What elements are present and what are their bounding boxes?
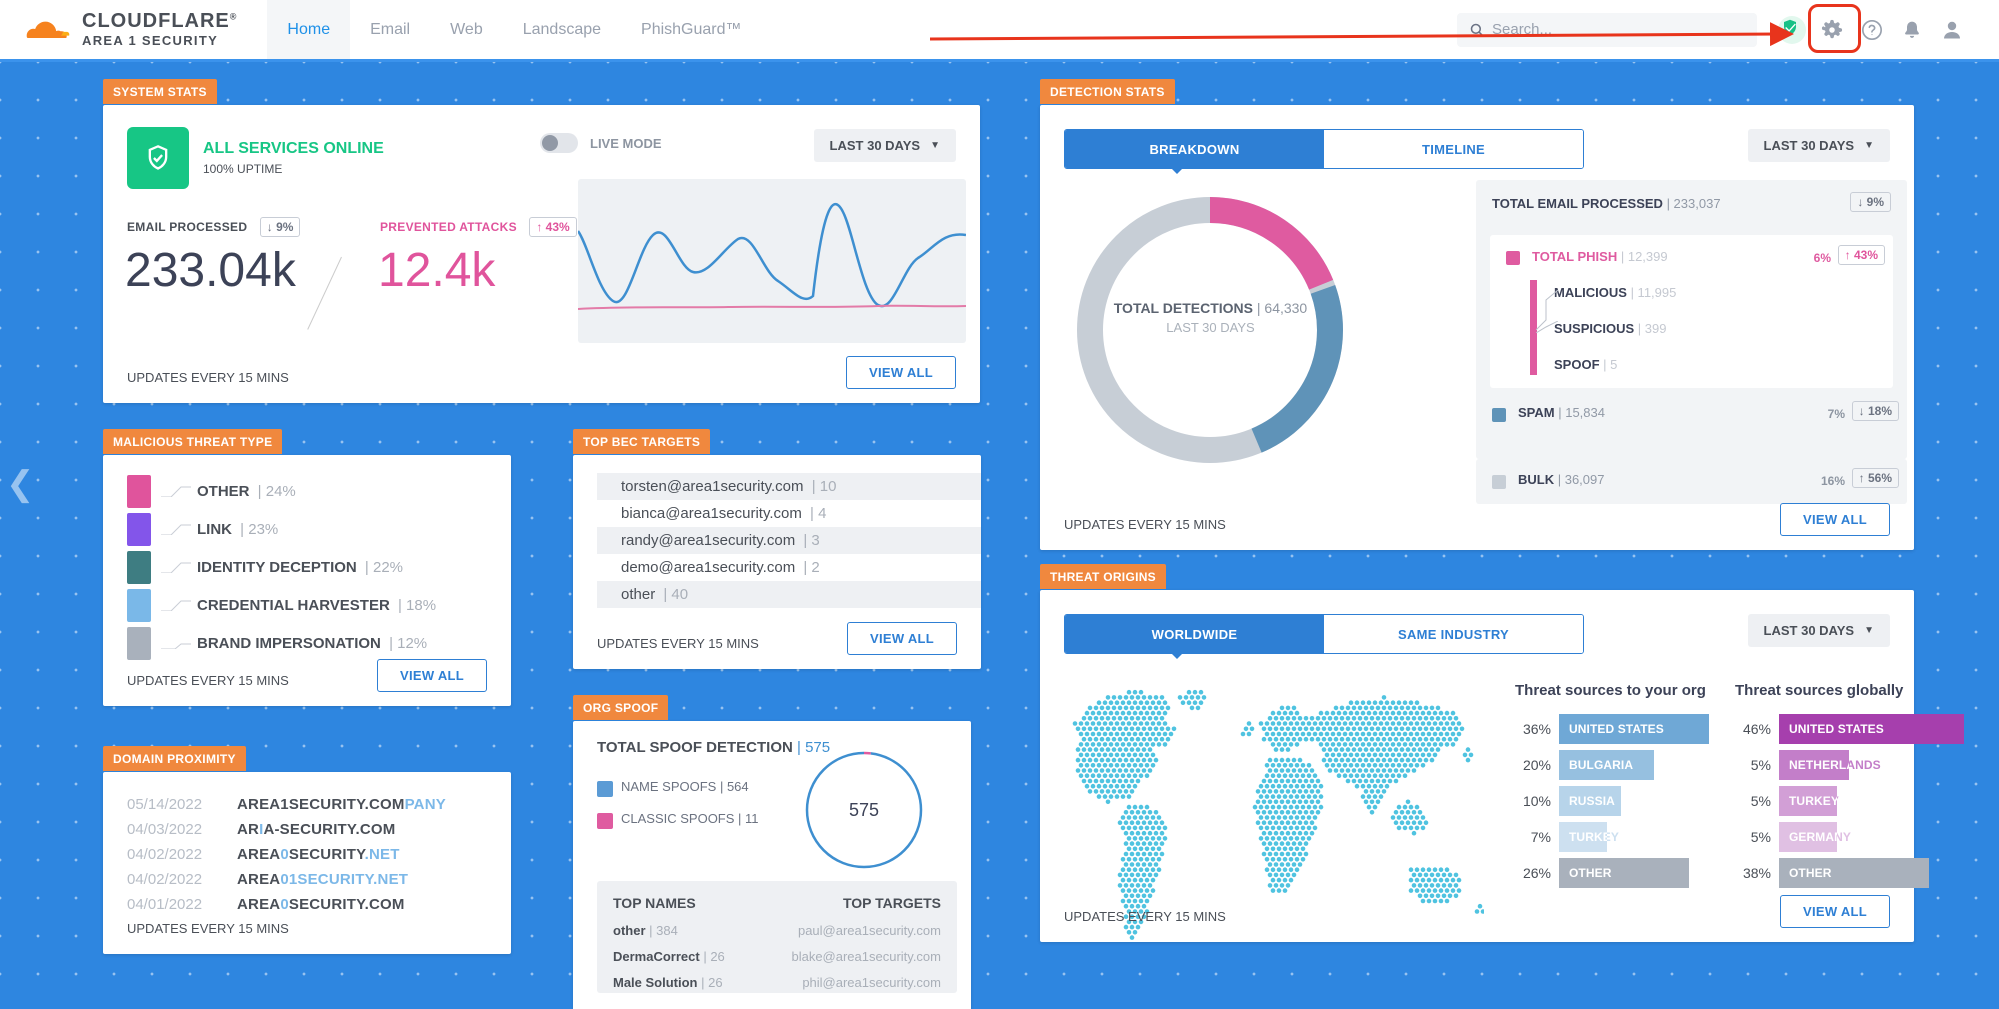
svg-text:575: 575 [849,800,879,820]
